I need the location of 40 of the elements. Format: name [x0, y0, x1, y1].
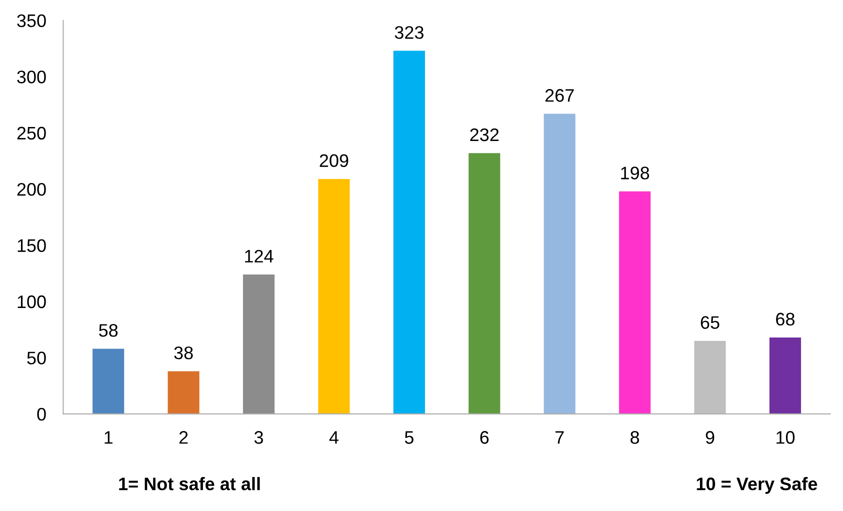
y-tick-label: 350 [17, 14, 46, 28]
data-label: 68 [776, 312, 794, 326]
x-tick-label: 8 [630, 431, 640, 444]
y-tick-label: 150 [18, 239, 46, 252]
x-tick-label: 4 [329, 431, 338, 444]
x-tick-label: 6 [480, 431, 489, 444]
data-label: 267 [545, 89, 574, 102]
bar [769, 337, 802, 414]
bar [168, 371, 200, 414]
data-label: 209 [320, 154, 348, 168]
y-tick-label: 300 [17, 70, 46, 84]
x-tick-label: 5 [404, 431, 414, 444]
data-label: 198 [621, 166, 650, 180]
data-label: 65 [700, 316, 720, 329]
bar [468, 153, 500, 414]
y-tick-label: 200 [17, 183, 46, 196]
y-tick-label: 100 [18, 295, 46, 308]
x-tick-label: 1 [104, 431, 112, 444]
bar [242, 274, 275, 414]
bar [318, 178, 350, 414]
y-tick-label: 50 [27, 352, 46, 364]
bar [544, 114, 576, 414]
data-label: 58 [99, 324, 118, 337]
bar [92, 348, 124, 414]
text: 1= Not safe at all [119, 477, 260, 490]
x-tick-label: 7 [556, 431, 564, 444]
x-tick-label: 10 [776, 431, 795, 444]
x-tick-label: 9 [706, 431, 714, 444]
data-label: 323 [394, 26, 424, 39]
x-tick-label: 2 [179, 431, 188, 444]
y-tick-label: 250 [17, 126, 46, 140]
x-tick-label: 3 [254, 431, 263, 444]
text: 10 = Very Safe [696, 477, 818, 494]
bar [619, 191, 651, 414]
data-label: 124 [245, 250, 274, 262]
bar [393, 50, 425, 414]
y-tick-label: 0 [37, 408, 46, 421]
data-label: 232 [470, 128, 499, 142]
bar [694, 340, 726, 414]
data-label: 38 [174, 346, 193, 360]
